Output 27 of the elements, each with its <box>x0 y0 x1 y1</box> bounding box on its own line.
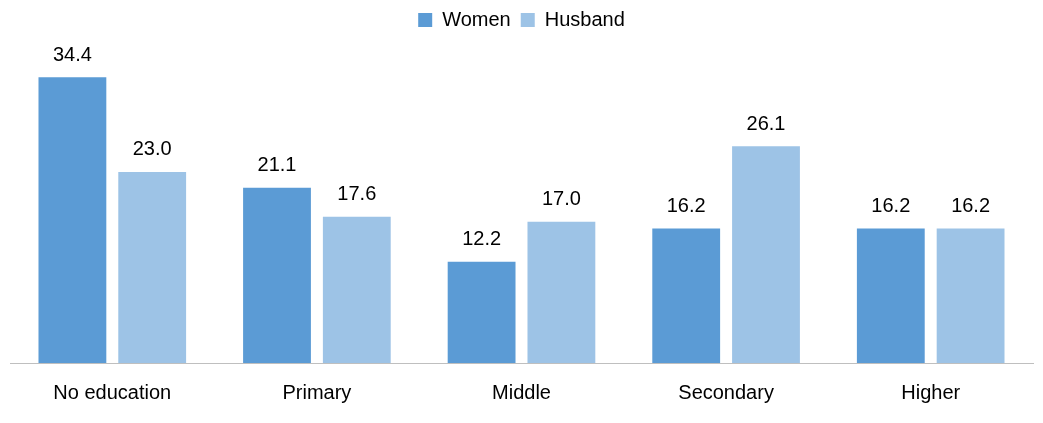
data-label: 26.1 <box>746 111 786 134</box>
bar <box>936 228 1005 363</box>
bar <box>652 228 721 363</box>
x-tick-label: Higher <box>901 380 961 403</box>
data-label: 17.0 <box>541 187 581 210</box>
data-label: 17.6 <box>337 182 377 205</box>
bar <box>118 171 187 363</box>
bar <box>447 261 516 363</box>
bar <box>243 187 311 363</box>
x-tick-label: Middle <box>492 380 551 403</box>
bar <box>527 221 596 363</box>
legend-label: Women <box>442 7 511 30</box>
legend-label: Husband <box>544 7 625 30</box>
data-label: 16.2 <box>666 193 706 216</box>
x-tick-label: No education <box>53 380 172 403</box>
bar <box>322 216 391 363</box>
data-label: 16.2 <box>871 193 911 216</box>
data-label: 12.2 <box>462 227 502 250</box>
bar <box>856 228 925 363</box>
data-label: 23.0 <box>132 137 172 160</box>
x-tick-label: Secondary <box>678 380 774 403</box>
data-label: 34.4 <box>52 42 92 65</box>
bar <box>38 77 107 363</box>
x-tick-label: Primary <box>282 380 352 403</box>
data-label: 21.1 <box>257 153 297 176</box>
data-label: 16.2 <box>951 193 991 216</box>
bar <box>732 146 800 363</box>
